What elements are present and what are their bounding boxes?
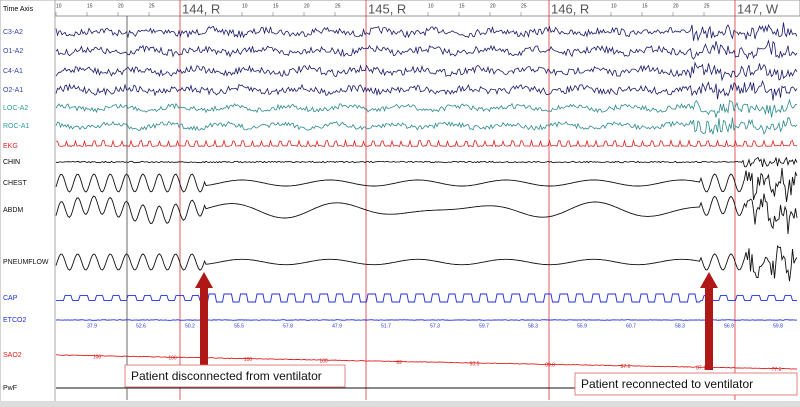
etco2-value: 50.2: [185, 323, 195, 329]
etco2-value: 52.6: [136, 323, 146, 329]
channel-label: EKG: [3, 143, 18, 150]
signal-trace: [55, 354, 798, 370]
etco2-value: 51.7: [381, 323, 391, 329]
sao2-value: 93.5: [470, 361, 480, 367]
signal-trace: [55, 245, 798, 282]
signal-trace: [55, 167, 798, 203]
channel-label: CAP: [3, 295, 18, 302]
channel-label: CHEST: [3, 180, 27, 187]
signal-trace: [55, 193, 798, 234]
epoch-label: 145, R: [368, 1, 406, 16]
arrow-head: [700, 272, 718, 288]
sao2-value: 89.8: [545, 363, 555, 369]
channel-label: O1-A2: [3, 48, 23, 55]
time-tick: 20: [304, 3, 310, 9]
time-tick: 15: [87, 3, 93, 9]
time-axis-bar: [0, 0, 800, 17]
sao2-value: 100: [168, 356, 177, 362]
time-tick: 25: [149, 3, 155, 9]
signal-trace: [55, 117, 798, 135]
time-tick: 25: [335, 3, 341, 9]
channel-label: C4-A1: [3, 68, 23, 75]
etco2-value: 59.8: [773, 323, 783, 329]
channel-label: PwF: [3, 385, 17, 392]
signal-trace: [55, 79, 798, 101]
signal-trace: [56, 156, 798, 168]
time-tick: 10: [242, 3, 248, 9]
signal-trace: [55, 319, 798, 321]
sao2-value: 100: [319, 359, 328, 365]
signal-trace: [55, 22, 798, 42]
sao2-value: 87.1: [696, 366, 706, 372]
signal-trace: [55, 138, 798, 148]
etco2-value: 47.9: [332, 323, 342, 329]
time-tick: 20: [673, 3, 679, 9]
etco2-value: 56.9: [724, 323, 734, 329]
time-tick: 25: [704, 3, 710, 9]
channel-label: ROC-A1: [3, 123, 30, 130]
etco2-value: 57.8: [283, 323, 293, 329]
time-tick: 10: [56, 3, 62, 9]
annotation-text: Patient reconnected to ventilator: [581, 377, 753, 391]
sao2-value: 100: [93, 354, 102, 360]
time-axis-label: Time Axis: [3, 6, 34, 13]
etco2-value: 60.7: [626, 323, 636, 329]
epoch-label: 147, W: [737, 1, 779, 16]
etco2-value: 58.3: [528, 323, 538, 329]
arrow-shaft: [705, 285, 713, 370]
signal-trace: [55, 39, 798, 60]
channel-label: PNEUMFLOW: [3, 259, 49, 266]
epoch-label: 144, R: [182, 1, 220, 16]
channel-label: ETCO2: [3, 317, 26, 324]
sao2-value: 99: [396, 360, 402, 366]
channel-label: LOC-A2: [3, 105, 28, 112]
annotation-box: [574, 372, 798, 396]
time-tick: 15: [642, 3, 648, 9]
time-tick: 10: [611, 3, 617, 9]
time-tick: 15: [459, 3, 465, 9]
annotation-box: [124, 364, 346, 388]
sao2-value: 77.6: [772, 367, 782, 373]
epoch-label: 146, R: [551, 1, 589, 16]
etco2-value: 59.7: [479, 323, 489, 329]
etco2-value: 55.9: [577, 323, 587, 329]
time-tick: 15: [273, 3, 279, 9]
channel-label: C3-A2: [3, 29, 23, 36]
signal-trace: [55, 98, 797, 118]
signal-trace: [55, 61, 798, 82]
signal-trace: [56, 293, 797, 303]
time-tick: 10: [428, 3, 434, 9]
channel-label: ABDM: [3, 207, 23, 214]
channel-label: CHIN: [3, 159, 20, 166]
sao2-value: 87.6: [621, 364, 631, 370]
etco2-value: 37.9: [87, 323, 97, 329]
label-column: [0, 0, 56, 407]
etco2-value: 58.3: [675, 323, 685, 329]
channel-label: O2-A1: [3, 87, 23, 94]
status-bar: [0, 401, 800, 407]
etco2-value: 57.3: [430, 323, 440, 329]
sao2-value: 100: [244, 357, 253, 363]
annotation-text: Patient disconnected from ventilator: [131, 369, 322, 383]
time-tick: 20: [490, 3, 496, 9]
time-tick: 25: [521, 3, 527, 9]
arrow-head: [195, 272, 213, 288]
arrow-shaft: [200, 285, 208, 370]
etco2-value: 55.5: [234, 323, 244, 329]
time-tick: 20: [118, 3, 124, 9]
channel-label: SAO2: [3, 352, 22, 359]
